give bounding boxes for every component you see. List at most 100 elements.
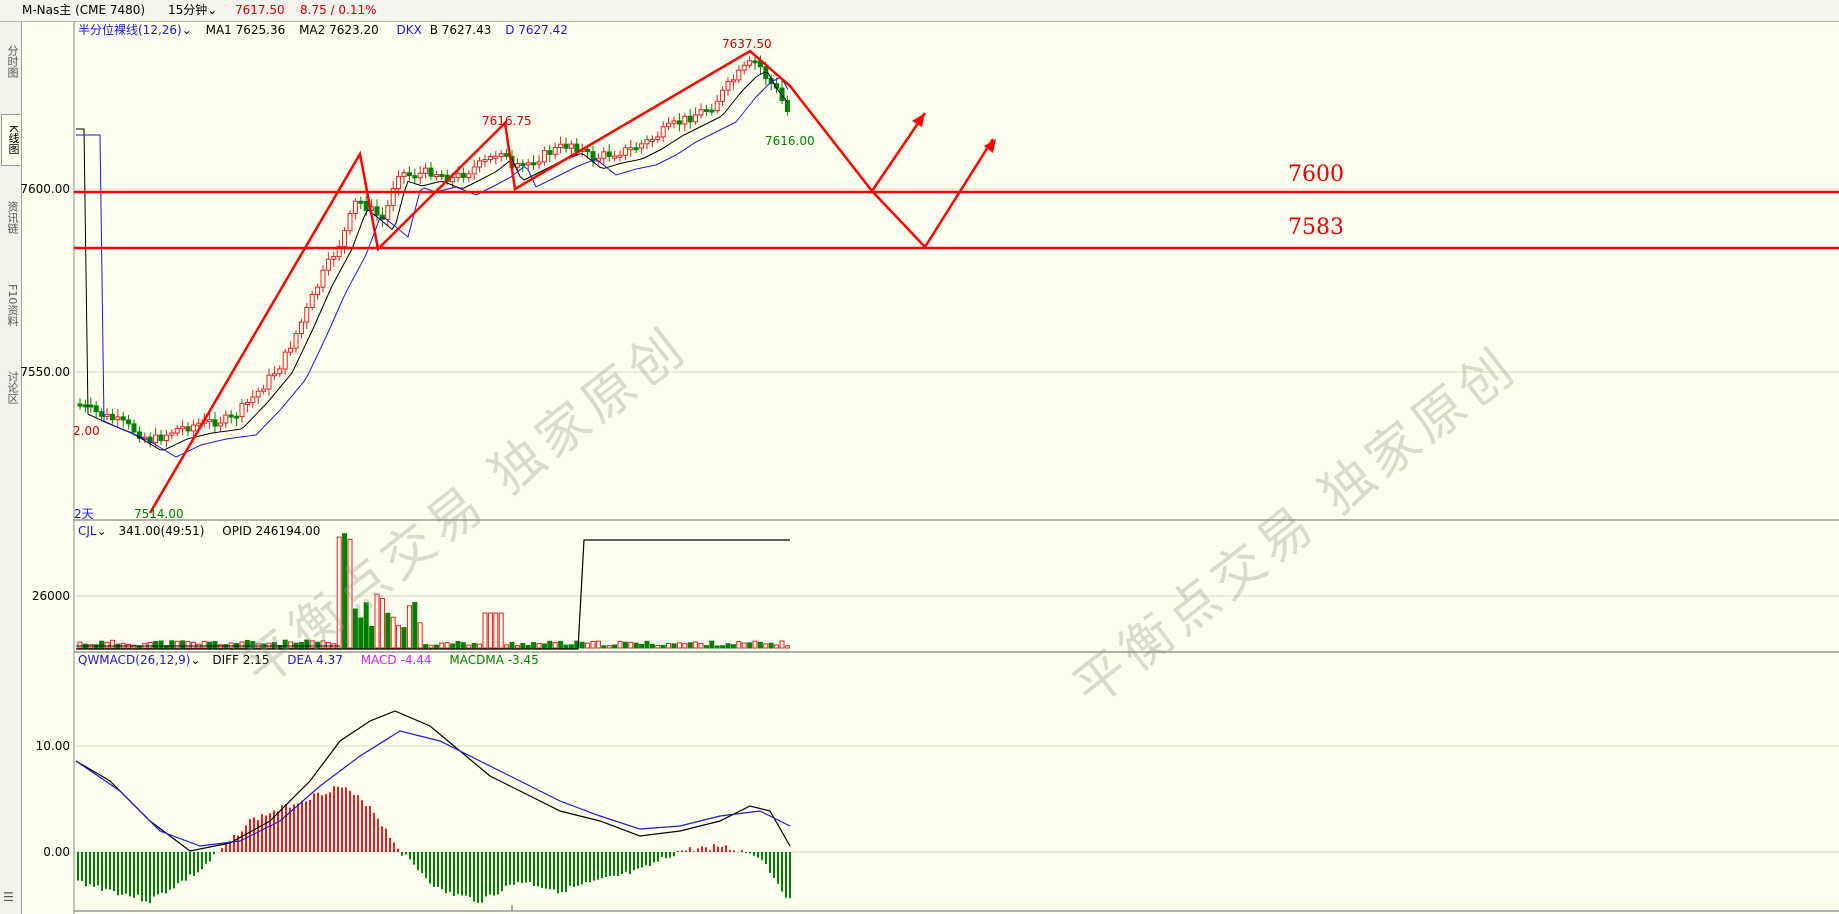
volume-bar — [720, 645, 726, 649]
candle-body — [223, 414, 229, 424]
volume-bar — [99, 640, 105, 649]
volume-bar — [315, 641, 321, 649]
macd-indicator-name[interactable]: QWMACD(26,12,9) — [78, 653, 191, 667]
volume-bar — [347, 538, 353, 649]
candle-body — [466, 173, 472, 178]
volume-bar — [153, 641, 159, 649]
candle-body — [612, 155, 618, 159]
days-label: 2天 — [74, 507, 94, 521]
candle-body — [552, 146, 558, 155]
volume-bar — [725, 643, 731, 649]
bounce-arrow-1 — [870, 112, 927, 192]
candle-body — [385, 205, 391, 220]
volume-bar — [687, 642, 693, 649]
volume-bar — [417, 622, 423, 649]
tab-news[interactable]: 资讯链 — [6, 200, 19, 234]
volume-bar — [374, 593, 380, 649]
candle-body — [482, 159, 488, 163]
candle-body — [693, 114, 699, 123]
chevron-down-icon[interactable]: ⌄ — [96, 524, 107, 538]
candle-body — [639, 143, 645, 149]
candle-body — [525, 162, 531, 166]
chevron-down-icon: ⌄ — [207, 3, 218, 17]
candle-body — [190, 424, 196, 432]
chevron-down-icon[interactable]: ⌄ — [190, 653, 201, 667]
opid-line — [76, 539, 790, 650]
volume-bar — [660, 644, 666, 649]
candle-body — [234, 415, 240, 419]
volume-bar — [606, 645, 612, 649]
candle-body — [153, 434, 159, 444]
tab-forum[interactable]: 讨论区 — [6, 370, 19, 404]
candle-body — [471, 166, 477, 175]
candle-body — [622, 147, 628, 156]
volume-bar — [736, 641, 742, 649]
candle-body — [244, 401, 250, 405]
tab-fenshi[interactable]: 分时图 — [6, 44, 19, 78]
candle-body — [606, 151, 612, 157]
volume-bar — [649, 643, 655, 649]
volume-bar — [493, 612, 499, 649]
volume-bar — [568, 644, 574, 649]
candle-body — [212, 419, 218, 427]
candle-body — [169, 432, 175, 436]
volume-bar — [676, 642, 682, 649]
volume-bar — [460, 642, 466, 649]
macdma-value: MACDMA -3.45 — [449, 653, 539, 667]
candle-body — [682, 115, 688, 125]
high-price-label: 7637.50 — [722, 37, 772, 51]
moving-average-lines — [76, 71, 789, 458]
volume-bar — [466, 644, 472, 649]
candle-body — [320, 269, 326, 288]
candle-body — [666, 122, 672, 128]
volume-bar — [784, 645, 790, 649]
volume-bar — [450, 643, 456, 649]
low-price-label: 7514.00 — [134, 507, 184, 521]
volume-bar — [482, 612, 488, 649]
candle-body — [266, 374, 272, 390]
kline-chart[interactable]: 7600.00 7550.00 26000 10.00 0.00 2.00 2天… — [0, 21, 1839, 914]
candle-body — [585, 149, 591, 153]
candle-body — [293, 333, 299, 349]
dea-line — [75, 730, 791, 847]
volume-bar — [358, 617, 364, 649]
period-selector[interactable]: 15分钟⌄ — [168, 0, 217, 21]
candle-body — [698, 109, 704, 116]
main-indicator-name[interactable]: 半分位裸线(12,26) — [78, 23, 182, 37]
arrow-head-1 — [912, 113, 925, 127]
candle-body — [423, 167, 429, 174]
volume-bar — [671, 643, 677, 649]
volume-bar — [385, 612, 391, 649]
candle-body — [671, 120, 677, 124]
volume-bar — [180, 640, 186, 649]
candle-body — [115, 416, 121, 421]
symbol-label[interactable]: M-Nas主 (CME 7480) — [22, 3, 146, 17]
y-label-7550: 7550.00 — [20, 365, 70, 379]
candle-body — [752, 60, 758, 64]
candle-body — [104, 413, 110, 417]
volume-bar — [531, 642, 537, 649]
chevron-down-icon[interactable]: ⌄ — [181, 23, 192, 37]
volume-indicator-name[interactable]: CJL — [78, 524, 97, 538]
candle-body — [655, 136, 661, 140]
candle-body — [547, 150, 553, 155]
candle-body — [207, 419, 213, 423]
ma1-value: MA1 7625.36 — [205, 23, 286, 37]
tab-f10[interactable]: F10资料 — [6, 283, 19, 327]
candle-body — [277, 368, 283, 375]
y-label-0: 0.00 — [43, 845, 70, 859]
volume-bar — [363, 602, 369, 649]
volume-bar — [390, 616, 396, 649]
volume-bar — [352, 608, 358, 649]
volume-bar — [131, 644, 137, 649]
tab-kline[interactable]: K线图 — [1, 114, 20, 166]
volume-bar — [714, 645, 720, 649]
menu-icon[interactable]: ☰ — [3, 890, 14, 904]
candle-body — [747, 60, 753, 66]
volume-bar — [190, 641, 196, 649]
price-change: 8.75 / 0.11% — [300, 3, 377, 17]
volume-bar — [412, 602, 418, 649]
candle-body — [304, 307, 310, 323]
volume-bar — [304, 639, 310, 649]
volume-bar — [406, 605, 412, 649]
